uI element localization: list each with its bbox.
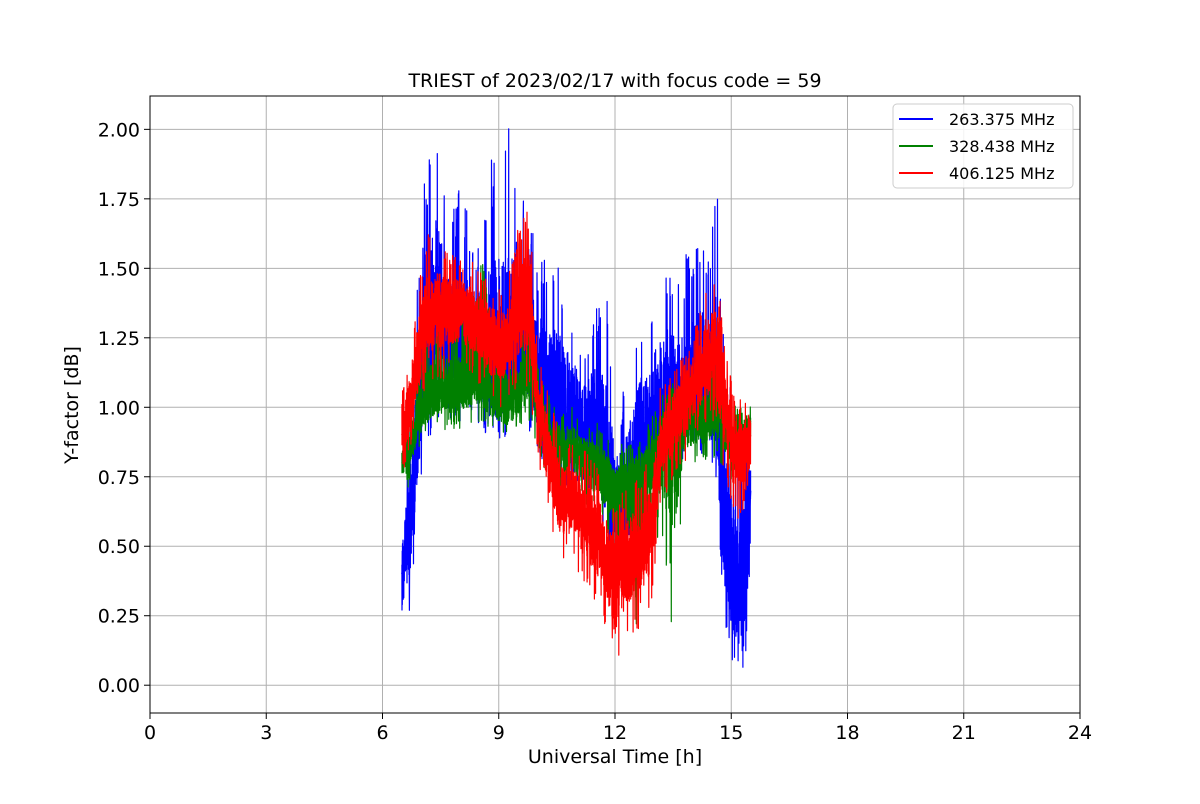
series-trace-3 (401, 211, 752, 656)
y-tick-label: 1.25 (98, 328, 140, 350)
series-layer (401, 128, 752, 668)
x-tick-label: 24 (1068, 722, 1092, 744)
y-tick-label: 1.00 (98, 397, 140, 419)
x-tick-label: 15 (719, 722, 743, 744)
y-tick-label: 0.00 (98, 675, 140, 697)
legend-label-3: 406.125 MHz (949, 164, 1054, 183)
y-tick-label: 0.75 (98, 467, 140, 489)
x-tick-label: 9 (493, 722, 505, 744)
y-tick-label: 1.50 (98, 258, 140, 280)
x-tick-label: 6 (376, 722, 388, 744)
x-tick-label: 18 (835, 722, 859, 744)
y-tick-label: 1.75 (98, 189, 140, 211)
legend-label-2: 328.438 MHz (949, 137, 1054, 156)
legend: 263.375 MHz 328.438 MHz 406.125 MHz (892, 103, 1074, 189)
y-tick-label: 0.25 (98, 606, 140, 628)
y-tick-label: 0.50 (98, 536, 140, 558)
y-axis-label: Y-factor [dB] (61, 346, 83, 465)
y-tick-label: 2.00 (98, 119, 140, 141)
legend-label-1: 263.375 MHz (949, 110, 1054, 129)
tick-layer: 0 3 6 9 12 15 18 21 24 0.00 0.25 0.50 0.75 1.00 1.25 1.… (98, 119, 1092, 744)
x-tick-label: 3 (260, 722, 272, 744)
x-tick-label: 21 (952, 722, 976, 744)
x-tick-label: 0 (144, 722, 156, 744)
x-tick-label: 12 (603, 722, 627, 744)
chart-title: TRIEST of 2023/02/17 with focus code = 5… (407, 70, 821, 92)
x-axis-label: Universal Time [h] (528, 746, 702, 768)
legend-box (892, 103, 1074, 189)
